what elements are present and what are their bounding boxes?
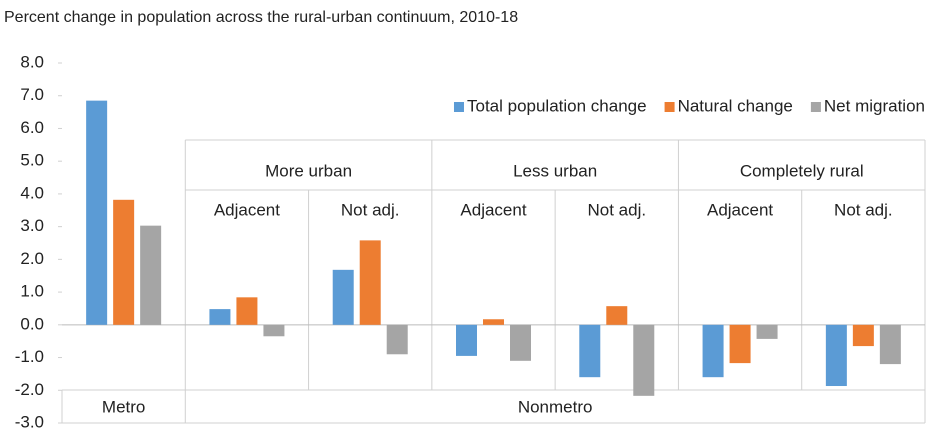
bar <box>729 324 751 364</box>
x-tick-label: Not adj. <box>587 200 646 219</box>
legend-swatch <box>453 102 464 112</box>
bar <box>236 297 258 325</box>
y-tick-label: 2.0 <box>20 249 44 268</box>
legend-swatch <box>664 102 675 112</box>
bar <box>209 309 231 325</box>
legend-label: Natural change <box>678 96 793 115</box>
x-tick-label: Adjacent <box>214 200 280 219</box>
y-tick-label: -3.0 <box>15 412 44 429</box>
bar <box>702 324 724 378</box>
bar <box>359 240 381 325</box>
x-tick-label: Not adj. <box>341 200 400 219</box>
x-tick-label: Not adj. <box>834 200 893 219</box>
bar <box>86 100 108 325</box>
bar <box>510 324 531 361</box>
y-tick-label: 4.0 <box>20 183 44 202</box>
y-tick-label: 8.0 <box>20 52 44 71</box>
bar <box>483 319 504 325</box>
x-tick-label: Adjacent <box>707 200 773 219</box>
category-supergroup-label: Metro <box>102 397 145 416</box>
category-supergroup-label: Nonmetro <box>518 397 593 416</box>
bar <box>456 324 477 356</box>
y-tick-label: 0.0 <box>20 314 44 333</box>
y-tick-label: 7.0 <box>20 85 44 104</box>
bar <box>606 306 628 325</box>
y-tick-label: 6.0 <box>20 118 44 137</box>
chart-title: Percent change in population across the … <box>4 9 518 26</box>
bar <box>386 324 408 355</box>
bar <box>113 199 135 325</box>
y-tick-label: -1.0 <box>15 347 44 366</box>
category-group-label: Less urban <box>513 161 597 180</box>
x-tick-label: Adjacent <box>460 200 526 219</box>
legend: Total population change Natural change Net… <box>453 96 925 115</box>
category-group-label: More urban <box>265 161 352 180</box>
legend-label: Total population change <box>467 96 647 115</box>
bar <box>633 324 655 396</box>
y-tick-label: 3.0 <box>20 216 44 235</box>
bar <box>263 324 285 337</box>
bar <box>852 324 874 347</box>
bar <box>579 324 601 378</box>
bar <box>879 324 901 365</box>
bar <box>140 225 162 325</box>
bar <box>825 324 847 387</box>
y-tick-label: 1.0 <box>20 282 44 301</box>
bar <box>756 324 778 339</box>
legend-label: Net migration <box>824 96 925 115</box>
category-group-label: Completely rural <box>740 161 864 180</box>
legend-swatch <box>810 102 821 112</box>
y-tick-label: 5.0 <box>20 151 44 170</box>
y-tick-label: -2.0 <box>15 380 44 399</box>
bar <box>332 269 354 325</box>
